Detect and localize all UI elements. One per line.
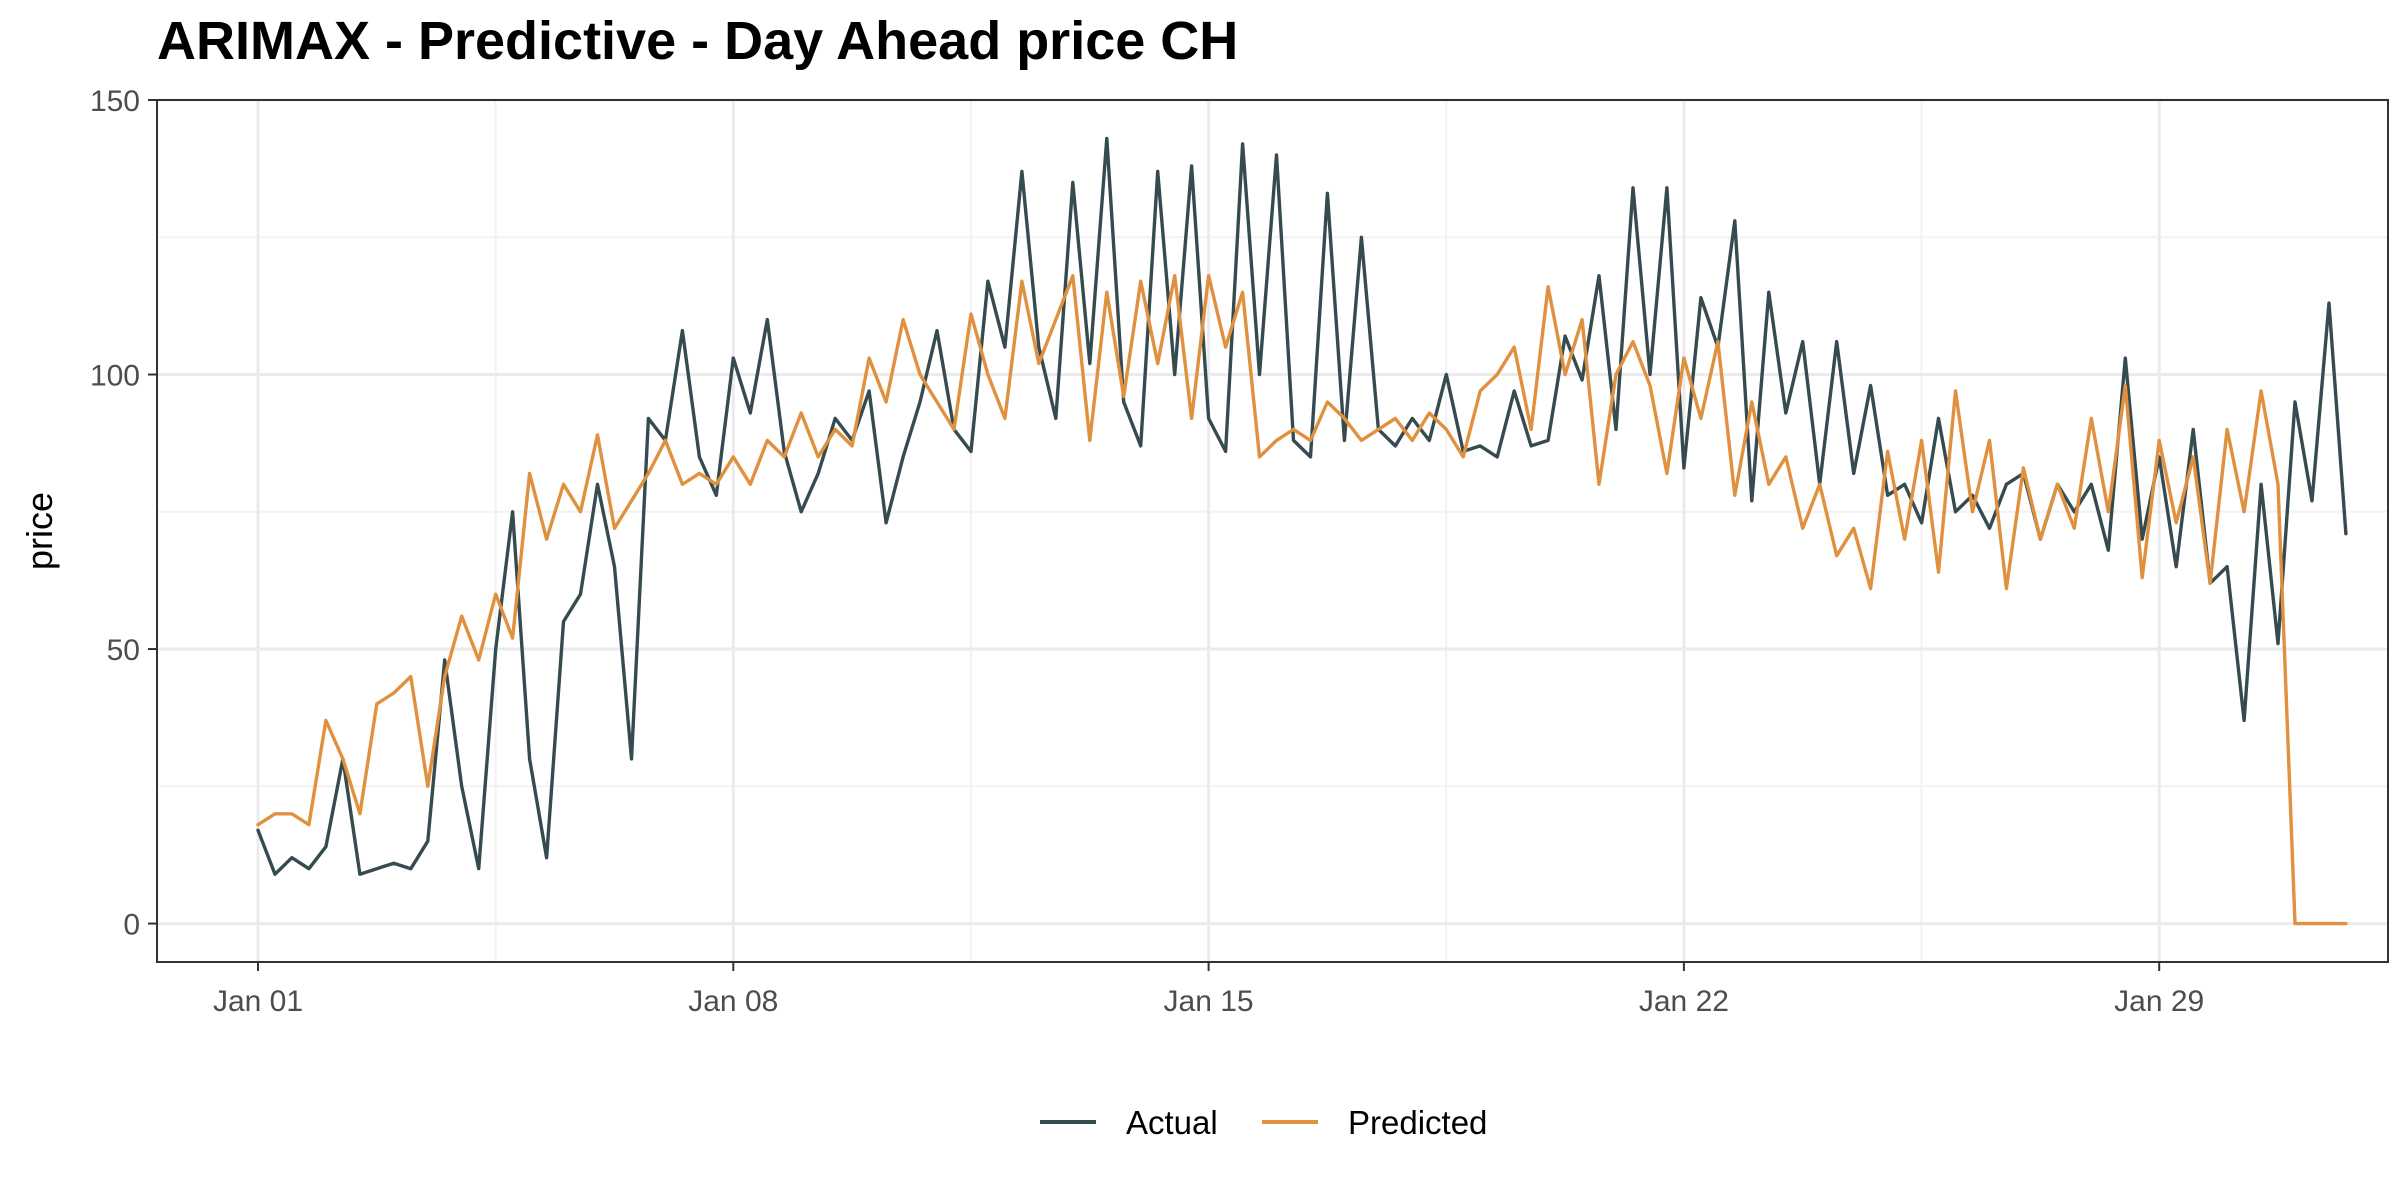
major-gridlines <box>157 98 2388 962</box>
plot-panel-border <box>156 99 2389 963</box>
y-tick-label: 0 <box>123 909 140 942</box>
y-axis-title: price <box>19 492 60 570</box>
legend-label-actual: Actual <box>1126 1104 1218 1141</box>
legend: Actual Predicted <box>1040 1104 1487 1141</box>
x-tick-label: Jan 29 <box>2114 985 2204 1018</box>
series-line-predicted <box>256 274 2348 926</box>
x-tick-label: Jan 15 <box>1164 985 1254 1018</box>
y-axis: 0 50 100 150 <box>90 85 157 942</box>
y-tick-label: 150 <box>90 85 140 118</box>
y-tick-label: 50 <box>107 634 140 667</box>
minor-gridlines <box>157 100 2388 962</box>
series-lines <box>256 136 2348 926</box>
x-tick-label: Jan 22 <box>1639 985 1729 1018</box>
x-tick-label: Jan 01 <box>213 985 303 1018</box>
x-axis: Jan 01 Jan 08 Jan 15 Jan 22 Jan 29 <box>213 962 2204 1018</box>
x-tick-label: Jan 08 <box>688 985 778 1018</box>
chart-title: ARIMAX - Predictive - Day Ahead price CH <box>157 11 1239 71</box>
legend-label-predicted: Predicted <box>1348 1104 1487 1141</box>
y-tick-label: 100 <box>90 360 140 393</box>
